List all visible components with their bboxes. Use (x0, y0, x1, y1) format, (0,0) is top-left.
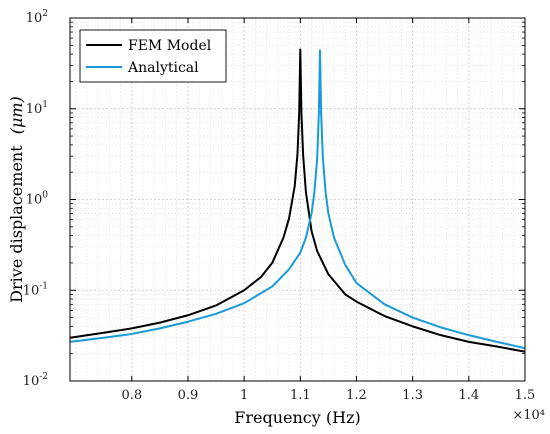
ticks (70, 17, 526, 382)
y-tick-label-exponent: 0 (42, 191, 48, 201)
x-tick-label: 1.1 (290, 388, 311, 403)
y-axis-title-text: Drive displacement (7, 145, 26, 303)
series-line-analytical (69, 49, 526, 350)
y-tick-label-base: 10 (23, 374, 40, 389)
x-tick-label: 1 (240, 388, 248, 403)
x-axis-exponent: ×10⁴ (512, 408, 545, 423)
y-tick-label-base: 10 (26, 102, 43, 117)
x-tick-label: 1.3 (402, 388, 423, 403)
y-tick-label: 100 (26, 191, 49, 208)
x-tick-label: 1.4 (458, 388, 479, 403)
x-tick-label: 1.5 (515, 388, 536, 403)
y-tick-label: 10-1 (23, 281, 48, 298)
x-tick-label: 0.9 (178, 388, 199, 403)
legend-label-fem-model: FEM Model (128, 38, 212, 54)
legend: FEM Model Analytical (79, 29, 227, 83)
x-tick-label: 1.2 (346, 388, 367, 403)
y-tick-label: 102 (26, 9, 48, 26)
y-axis-title-unit: (μm) (7, 96, 26, 134)
series-layer (69, 48, 526, 353)
series-line-fem-model (69, 48, 526, 353)
legend-label-analytical: Analytical (127, 60, 199, 76)
y-tick-label-base: 10 (23, 283, 40, 298)
y-tick-label: 101 (26, 100, 48, 117)
y-tick-label-base: 10 (26, 193, 43, 208)
y-tick-label-exponent: -2 (39, 372, 48, 382)
y-tick-label-exponent: -1 (39, 281, 48, 291)
x-axis-title: Frequency (Hz) (234, 408, 361, 427)
y-tick-label: 10-2 (23, 372, 48, 389)
legend-box (79, 29, 227, 83)
y-tick-label-exponent: 2 (42, 9, 48, 19)
y-tick-label-exponent: 1 (42, 100, 48, 110)
y-tick-label-base: 10 (26, 11, 43, 26)
x-tick-label: 0.8 (121, 388, 142, 403)
y-axis-title: Drive displacement (μm) (7, 96, 26, 303)
